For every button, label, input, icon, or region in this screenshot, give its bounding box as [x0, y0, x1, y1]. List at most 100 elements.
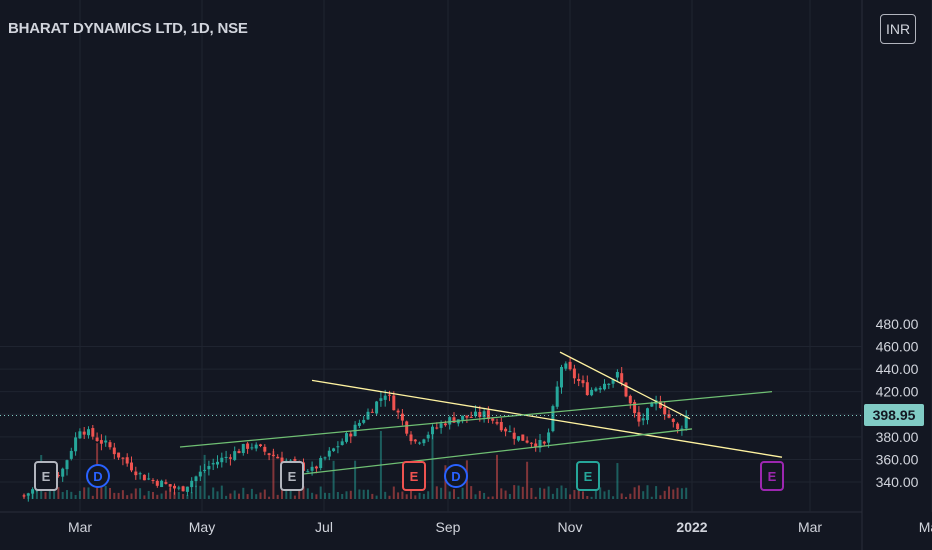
volume-bar: [586, 495, 589, 499]
candle-body: [276, 456, 280, 459]
candle-body: [310, 466, 314, 471]
volume-bar: [607, 489, 610, 499]
volume-bar: [238, 493, 240, 499]
volume-bar: [100, 485, 103, 499]
candle-body: [237, 451, 241, 454]
volume-bar: [74, 494, 77, 499]
event-marker-earnings-purple[interactable]: E: [760, 461, 784, 491]
trendline-green: [301, 428, 693, 475]
candle-body: [267, 453, 271, 456]
candle-body: [469, 416, 473, 418]
event-marker-label: E: [42, 469, 51, 484]
volume-bar: [285, 485, 288, 499]
candle: [594, 386, 598, 392]
volume-bar: [259, 492, 262, 499]
candle-body: [82, 431, 86, 435]
candle: [525, 436, 529, 444]
event-marker-label: E: [768, 469, 777, 484]
volume-bar: [534, 496, 537, 499]
candle: [379, 391, 383, 407]
currency-button[interactable]: INR: [880, 14, 916, 44]
candle-body: [534, 443, 538, 448]
volume-bar: [195, 485, 197, 499]
volume-bar: [650, 496, 653, 499]
candle: [203, 463, 207, 473]
candle-body: [607, 383, 611, 385]
trendline-green: [179, 391, 773, 448]
x-tick-label: May: [919, 519, 932, 535]
volume-bar: [216, 491, 219, 499]
volume-bar: [35, 489, 38, 499]
candle: [117, 452, 121, 460]
trendline-yellow: [559, 351, 691, 420]
candle-body: [246, 443, 250, 449]
y-tick-label: 420.00: [876, 384, 919, 400]
candle-body: [65, 460, 69, 470]
x-tick-label: Jul: [315, 519, 333, 535]
candle: [637, 406, 641, 427]
volume-bar: [109, 487, 111, 499]
candle: [366, 408, 370, 421]
candle: [646, 407, 649, 425]
volume-bar: [113, 492, 116, 499]
volume-bar: [594, 487, 597, 499]
candle-body: [684, 415, 688, 429]
volume-bar: [225, 495, 228, 499]
volume-bar: [629, 493, 632, 499]
event-marker-earnings-green[interactable]: E: [576, 461, 600, 491]
candle-body: [254, 444, 258, 449]
candle-body: [117, 452, 121, 458]
volume-bar: [612, 496, 615, 499]
candle-body: [637, 412, 641, 422]
candle: [233, 446, 237, 462]
event-marker-dividend[interactable]: D: [444, 464, 468, 488]
volume-bar: [87, 487, 90, 499]
volume-bar: [453, 489, 455, 499]
event-marker-label: E: [410, 469, 419, 484]
candle: [237, 448, 241, 454]
event-marker-dividend[interactable]: D: [86, 464, 110, 488]
candle-body: [327, 450, 331, 457]
y-tick-label: 440.00: [876, 361, 919, 377]
event-marker-earnings[interactable]: E: [34, 461, 58, 491]
volume-bar: [371, 493, 374, 499]
volume-bar: [422, 493, 425, 499]
candle: [448, 415, 452, 430]
event-marker-earnings-red[interactable]: E: [402, 461, 426, 491]
candle-body: [177, 487, 181, 489]
earnings-badge: [280, 461, 304, 491]
candle-body: [69, 450, 73, 459]
candle-body: [332, 448, 336, 452]
event-marker-earnings[interactable]: E: [280, 461, 304, 491]
volume-bar: [190, 492, 193, 499]
candle-body: [620, 373, 624, 383]
volume-bar: [668, 486, 670, 499]
candle-body: [525, 440, 529, 443]
candle: [564, 361, 568, 371]
candle: [280, 451, 284, 464]
candle: [641, 413, 645, 426]
candle-body: [22, 495, 26, 497]
candle: [529, 442, 533, 448]
candle: [577, 373, 581, 387]
candle-body: [478, 411, 482, 417]
candle-body: [611, 379, 615, 384]
chart-title: BHARAT DYNAMICS LTD, 1D, NSE: [8, 20, 248, 37]
volume-bar: [526, 461, 529, 499]
candle-body: [263, 446, 267, 452]
candle-body: [108, 442, 112, 448]
candle-body: [147, 478, 151, 480]
volume-bar: [599, 487, 602, 499]
candle-body: [491, 418, 495, 421]
candle-body: [392, 395, 396, 411]
candle-body: [448, 417, 452, 425]
volume-bar: [500, 488, 503, 499]
candle-body: [293, 459, 297, 461]
candle: [409, 431, 413, 445]
volume-bar: [659, 495, 662, 499]
volume-bar: [220, 485, 223, 499]
candle: [332, 447, 336, 453]
candle-body: [185, 486, 189, 492]
candle-body: [345, 433, 348, 442]
